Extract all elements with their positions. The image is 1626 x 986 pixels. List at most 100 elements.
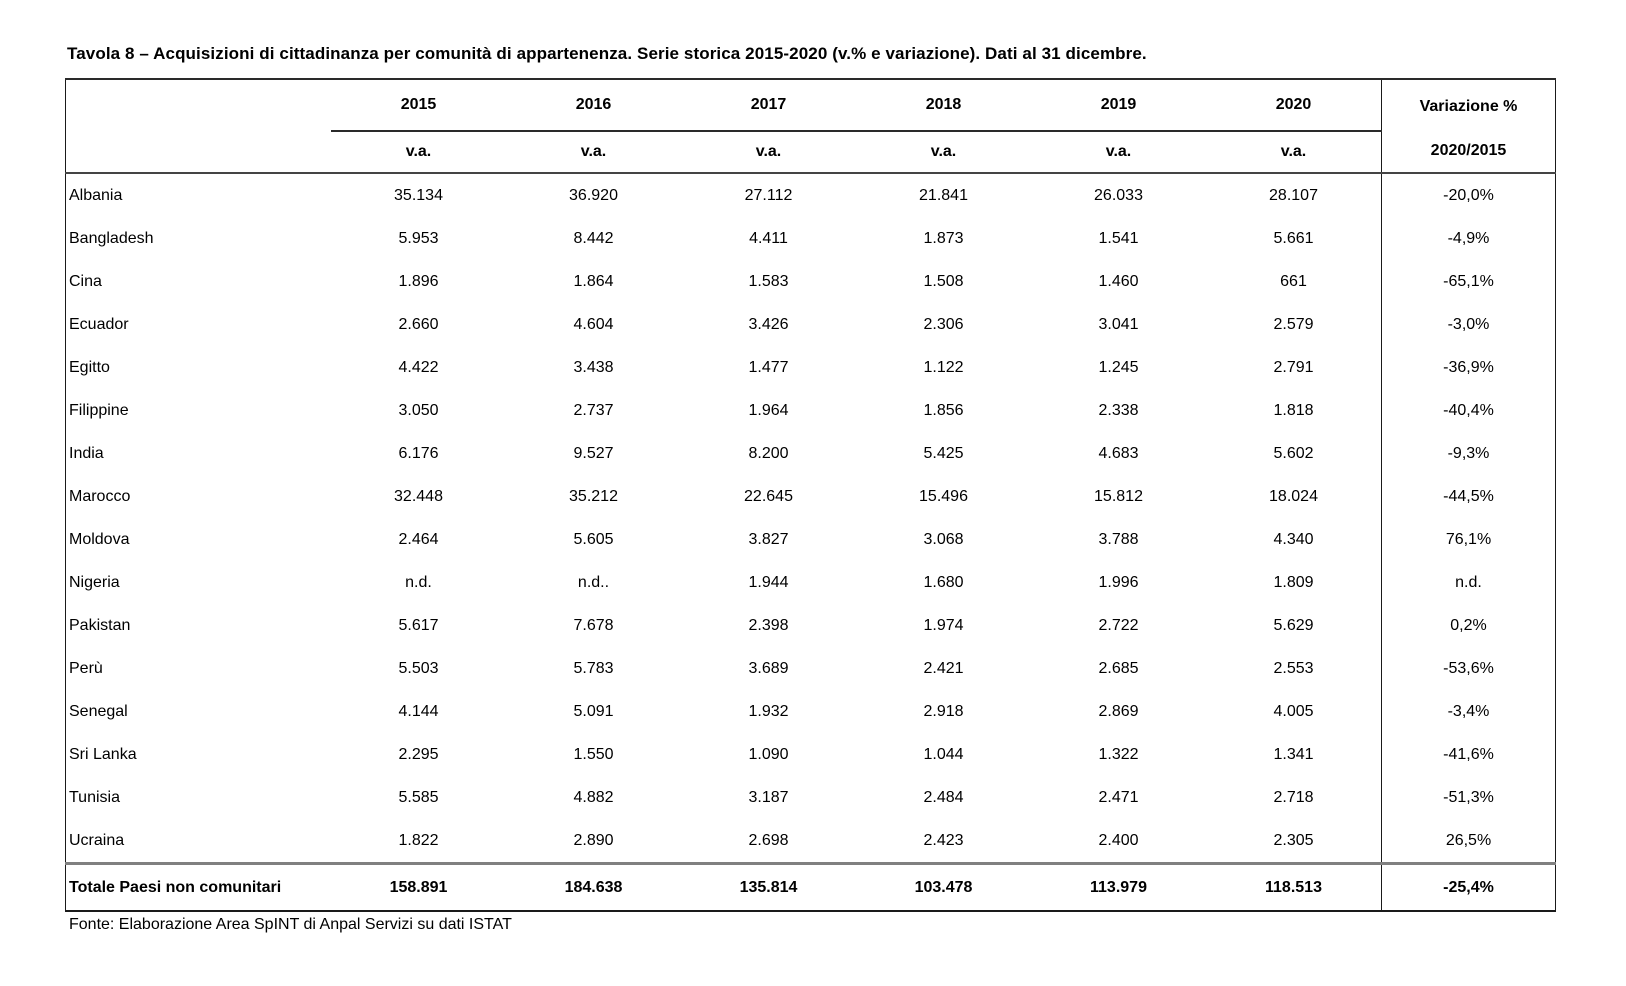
- country-name-cell: Pakistan: [69, 616, 131, 634]
- value-cell: 5.953: [398, 229, 439, 247]
- value-cell: 2.660: [398, 315, 439, 333]
- value-cell: 15.496: [919, 487, 968, 505]
- total-variation-cell: -25,4%: [1381, 862, 1556, 911]
- country-name-cell: Senegal: [69, 702, 128, 720]
- value-cell: 5.605: [573, 530, 614, 548]
- country-name-cell: Filippine: [69, 401, 129, 419]
- variation-cell: -36,9%: [1381, 346, 1556, 389]
- value-cell: 2.890: [573, 831, 614, 849]
- value-cell: 5.602: [1273, 444, 1314, 462]
- value-cell: 27.112: [744, 186, 793, 204]
- value-cell: 4.340: [1273, 530, 1314, 548]
- value-cell: 6.176: [398, 444, 439, 462]
- variation-header-cell: Variazione % 2020/2015: [1381, 79, 1556, 174]
- total-value-cell: 135.814: [681, 862, 856, 911]
- value-cell: 5.091: [573, 702, 614, 720]
- variation-cell: n.d.: [1381, 561, 1556, 604]
- country-name-cell: Sri Lanka: [69, 745, 137, 763]
- variation-header-period: 2020/2015: [1430, 141, 1507, 159]
- value-cell: 4.005: [1273, 702, 1314, 720]
- total-row: Totale Paesi non comunitari 158.891 184.6…: [65, 862, 1556, 911]
- value-cell: 8.200: [748, 444, 789, 462]
- value-cell: 2.553: [1273, 659, 1314, 677]
- table-row: Nigeria n.d. n.d.. 1.944 1.680 1.996 1.809 n.d.: [66, 561, 1556, 604]
- table-row: Sri Lanka 2.295 1.550 1.090 1.044 1.322 1.341 -…: [66, 733, 1556, 776]
- variation-cell: -3,4%: [1381, 690, 1556, 733]
- country-name-cell: Bangladesh: [69, 229, 154, 247]
- value-cell: 3.438: [573, 358, 614, 376]
- table-row: Cina 1.896 1.864 1.583 1.508 1.460 661 -65,1%: [66, 260, 1556, 303]
- value-cell: 2.464: [398, 530, 439, 548]
- value-cell: 1.583: [748, 272, 789, 290]
- value-cell: 2.295: [398, 745, 439, 763]
- country-name-cell: Albania: [69, 186, 123, 204]
- table-total-body: Totale Paesi non comunitari 158.891 184.6…: [65, 862, 1556, 911]
- value-cell: 5.629: [1273, 616, 1314, 634]
- value-cell: 2.398: [748, 616, 789, 634]
- total-label-cell: Totale Paesi non comunitari: [65, 862, 331, 911]
- value-cell: 2.722: [1098, 616, 1139, 634]
- unit-header-cell: v.a.: [1206, 131, 1382, 174]
- year-header-cell: 2019: [1031, 79, 1206, 132]
- value-cell: 2.737: [573, 401, 614, 419]
- value-cell: 2.791: [1273, 358, 1314, 376]
- country-name-cell: Nigeria: [69, 573, 120, 591]
- value-cell: 3.426: [748, 315, 789, 333]
- value-cell: 2.484: [923, 788, 964, 806]
- value-cell: 5.425: [923, 444, 964, 462]
- value-cell: 3.041: [1098, 315, 1139, 333]
- value-cell: 2.918: [923, 702, 964, 720]
- country-name-cell: Perù: [69, 659, 103, 677]
- source-note: Fonte: Elaborazione Area SpINT di Anpal …: [69, 916, 512, 933]
- variation-cell: 76,1%: [1381, 518, 1556, 561]
- value-cell: 1.974: [923, 616, 964, 634]
- value-cell: 18.024: [1269, 487, 1318, 505]
- variation-cell: -41,6%: [1381, 733, 1556, 776]
- value-cell: 1.964: [748, 401, 789, 419]
- total-value-cell: 118.513: [1206, 862, 1382, 911]
- value-cell: 1.856: [923, 401, 964, 419]
- country-name-cell: Moldova: [69, 530, 130, 548]
- value-cell: 1.550: [573, 745, 614, 763]
- value-cell: 5.661: [1273, 229, 1314, 247]
- value-cell: 28.107: [1269, 186, 1318, 204]
- value-cell: 2.698: [748, 831, 789, 849]
- variation-cell: -9,3%: [1381, 432, 1556, 475]
- value-cell: 35.134: [394, 186, 443, 204]
- value-cell: 1.818: [1273, 401, 1314, 419]
- value-cell: n.d.: [405, 573, 432, 591]
- value-cell: n.d..: [577, 573, 610, 591]
- table-title: Tavola 8 – Acquisizioni di cittadinanza …: [67, 44, 1147, 63]
- value-cell: 4.144: [398, 702, 439, 720]
- table-row: Pakistan 5.617 7.678 2.398 1.974 2.722 5.629 0,…: [66, 604, 1556, 647]
- value-cell: 3.827: [748, 530, 789, 548]
- value-cell: 1.873: [923, 229, 964, 247]
- variation-cell: -51,3%: [1381, 776, 1556, 819]
- value-cell: 8.442: [573, 229, 614, 247]
- value-cell: 2.305: [1273, 831, 1314, 849]
- value-cell: 1.477: [748, 358, 789, 376]
- table-row: Ecuador 2.660 4.604 3.426 2.306 3.041 2.579 -3,…: [66, 303, 1556, 346]
- value-cell: 1.896: [398, 272, 439, 290]
- value-cell: 3.689: [748, 659, 789, 677]
- unit-header-cell: v.a.: [506, 131, 681, 174]
- value-cell: 1.508: [923, 272, 964, 290]
- value-cell: 2.306: [923, 315, 964, 333]
- country-name-cell: Cina: [69, 272, 102, 290]
- value-cell: 7.678: [573, 616, 614, 634]
- value-cell: 1.541: [1098, 229, 1139, 247]
- variation-cell: 0,2%: [1381, 604, 1556, 647]
- variation-cell: -53,6%: [1381, 647, 1556, 690]
- citizenship-table: 2015 2016 2017 2018 2019 2020 Variazione % 20…: [65, 78, 1556, 912]
- value-cell: 2.421: [923, 659, 964, 677]
- table-row: Marocco 32.448 35.212 22.645 15.496 15.812 18.…: [66, 475, 1556, 518]
- total-value-cell: 184.638: [506, 862, 681, 911]
- year-header-cell: 2017: [681, 79, 856, 132]
- table-row: Moldova 2.464 5.605 3.827 3.068 3.788 4.340 76,…: [66, 518, 1556, 561]
- table-header: 2015 2016 2017 2018 2019 2020 Variazione % 20…: [65, 79, 1556, 174]
- value-cell: 4.604: [573, 315, 614, 333]
- value-cell: 1.932: [748, 702, 789, 720]
- table-row: Perù 5.503 5.783 3.689 2.421 2.685 2.553 -53,6%: [66, 647, 1556, 690]
- country-name-cell: Ecuador: [69, 315, 129, 333]
- unit-header-cell: v.a.: [1031, 131, 1206, 174]
